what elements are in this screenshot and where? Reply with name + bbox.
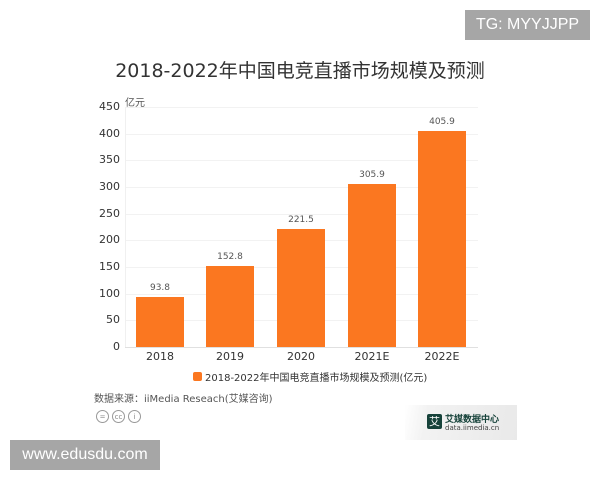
x-tick-label: 2020 — [287, 350, 315, 363]
value-label: 221.5 — [288, 214, 314, 225]
legend-swatch — [193, 372, 202, 381]
gridline — [125, 187, 478, 188]
y-axis-line — [125, 107, 126, 347]
y-tick-label: 250 — [99, 206, 120, 220]
value-label: 305.9 — [359, 169, 385, 180]
y-tick-label: 150 — [99, 260, 120, 273]
y-tick-label: 350 — [99, 153, 120, 167]
gridline — [125, 160, 478, 162]
y-tick-label: 400 — [99, 126, 120, 140]
cc-icon: cc — [112, 410, 125, 423]
x-tick-label: 2022E — [424, 350, 460, 363]
brand-url: data.iimedia.cn — [445, 424, 500, 432]
nd-icon: = — [96, 410, 109, 423]
y-tick-label: 100 — [99, 286, 120, 300]
brand-name: 艾媒数据中心 — [445, 415, 500, 425]
watermark-bottom: www.edusdu.com — [10, 440, 160, 470]
value-label: 93.8 — [149, 282, 171, 293]
value-label: 405.9 — [429, 116, 455, 127]
bar — [136, 296, 184, 347]
chart-title: 2018-2022年中国电竞直播市场规模及预测 — [115, 60, 485, 82]
x-axis-line — [125, 347, 478, 348]
gridline — [125, 133, 478, 135]
value-label: 152.8 — [217, 251, 243, 262]
gridline — [125, 107, 478, 108]
by-icon: i — [128, 410, 141, 423]
y-tick-label: 50 — [106, 313, 120, 327]
x-tick-label: 2019 — [216, 350, 244, 363]
watermark-top: TG: MYYJJPP — [465, 10, 590, 40]
license-icons: = cc i — [96, 410, 141, 423]
bar — [348, 183, 396, 347]
legend: 2018-2022年中国电竞直播市场规模及预测(亿元) — [193, 369, 427, 384]
gridline — [125, 213, 478, 215]
legend-label: 2018-2022年中国电竞直播市场规模及预测(亿元) — [205, 373, 428, 384]
y-tick-label: 300 — [99, 180, 120, 193]
y-tick-label: 200 — [99, 233, 120, 247]
brand-logo-icon: 艾 — [427, 414, 442, 429]
data-source: 数据来源：iiMedia Reseach(艾媒咨询) — [94, 394, 273, 405]
x-tick-label: 2018 — [146, 350, 174, 363]
y-axis-unit: 亿元 — [125, 98, 145, 109]
x-tick-label: 2021E — [354, 350, 390, 363]
bar — [418, 130, 466, 347]
y-tick-label: 0 — [113, 340, 120, 353]
brand-badge: 艾 艾媒数据中心 data.iimedia.cn — [405, 405, 517, 440]
y-tick-label: 450 — [99, 100, 120, 113]
bar — [206, 265, 254, 347]
bar — [277, 228, 325, 347]
